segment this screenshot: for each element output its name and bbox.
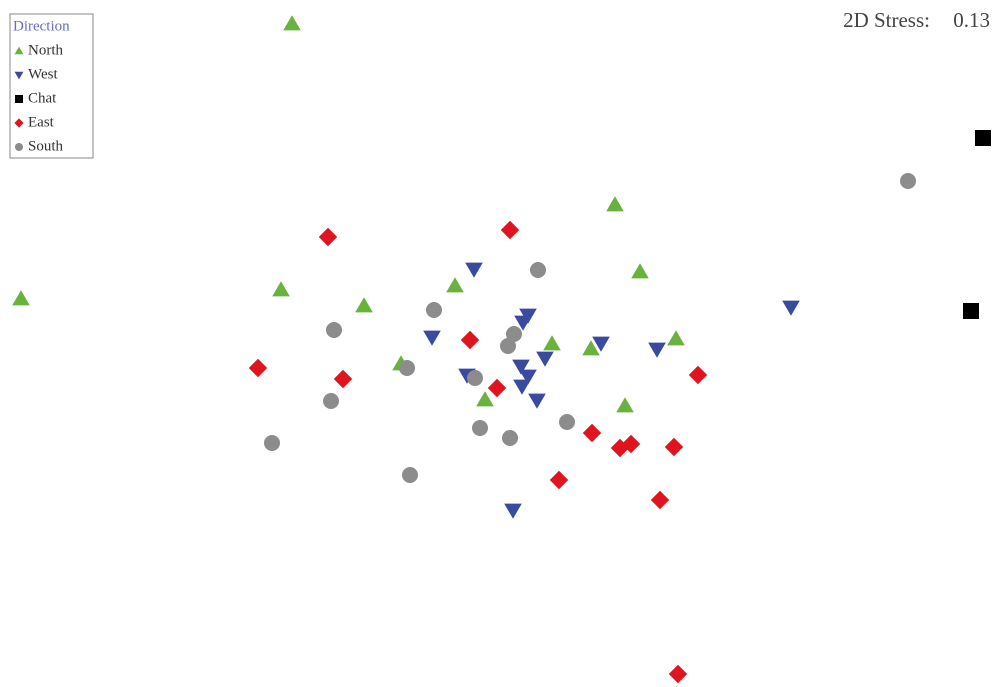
point [543,335,561,351]
point [460,330,480,350]
point [606,196,624,212]
point [502,430,518,446]
point [582,340,600,356]
legend-box [9,13,94,159]
point [467,370,483,386]
point [12,290,30,306]
point [688,365,708,385]
point [519,369,537,385]
point [559,414,575,430]
point [402,467,418,483]
point [423,330,441,346]
point [446,277,464,293]
point [512,359,530,375]
point [504,503,522,519]
point [248,358,268,378]
point [355,297,373,313]
point [264,435,280,451]
point [668,664,688,684]
point [616,397,634,413]
point [500,338,516,354]
stress-value: 0.13 [953,8,990,32]
stress-label: 2D Stress: [843,8,930,32]
legend-marker [14,71,24,80]
point [272,281,290,297]
point [472,420,488,436]
legend-marker [15,143,23,151]
point [318,227,338,247]
point [500,220,520,240]
point [528,393,546,409]
point [323,393,339,409]
point [975,130,991,146]
legend-title: Direction [13,18,70,34]
point [549,470,569,490]
point [487,378,507,398]
point [592,336,610,352]
point [326,322,342,338]
point [333,369,353,389]
legend-label: South [28,138,64,154]
legend-marker [14,118,24,128]
point [426,302,442,318]
point [476,391,494,407]
legend-marker [15,95,23,103]
legend-label: West [28,66,58,82]
point [514,315,532,331]
point [582,423,602,443]
point [536,351,554,367]
legend-label: Chat [28,90,57,106]
point [621,434,641,454]
point [506,326,522,342]
point [399,360,415,376]
legend-label: North [28,42,63,58]
point [513,379,531,395]
point [664,437,684,457]
point [667,330,685,346]
point [283,15,301,31]
point [648,342,666,358]
point [650,490,670,510]
point [530,262,546,278]
point [900,173,916,189]
legend-marker [14,46,24,55]
point [631,263,649,279]
point [963,303,979,319]
point [782,300,800,316]
point [465,262,483,278]
legend-label: East [28,114,55,130]
